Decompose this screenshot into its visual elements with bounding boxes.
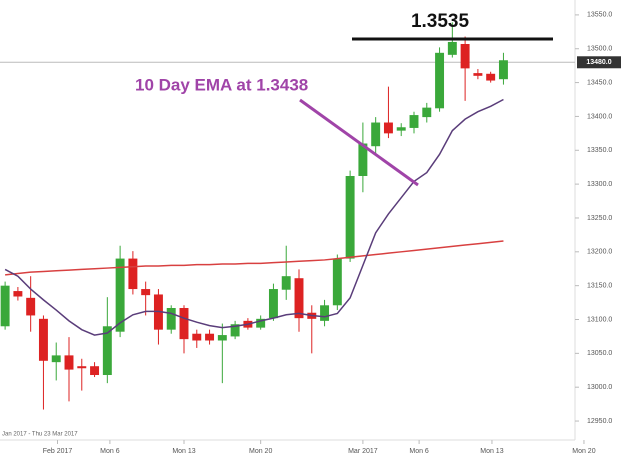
y-tick-label: 13300.0: [587, 181, 612, 188]
candle-body: [115, 258, 125, 332]
y-tick-label: 13500.0: [587, 46, 612, 53]
y-tick-label: 13450.0: [587, 79, 612, 86]
y-tick-label: 13150.0: [587, 283, 612, 290]
candle-body: [217, 335, 227, 341]
candle-body: [460, 44, 470, 69]
x-tick-label: Mon 6: [100, 448, 120, 455]
x-tick-label: Feb 2017: [43, 448, 73, 455]
candle-body: [38, 318, 48, 361]
y-tick-label: 12950.0: [587, 418, 612, 425]
y-tick-label: 13400.0: [587, 113, 612, 120]
y-tick-label: 13350.0: [587, 147, 612, 154]
candle-body: [13, 291, 23, 297]
ema-annotation: 10 Day EMA at 1.3438: [135, 75, 308, 94]
candle-body: [486, 73, 496, 81]
candle-body: [192, 333, 202, 341]
candle-body: [141, 289, 151, 296]
candle-body: [422, 107, 432, 118]
candle-body: [358, 143, 368, 176]
x-tick-label: Mar 2017: [348, 448, 378, 455]
candle-body: [102, 326, 112, 376]
candle-body: [90, 366, 100, 376]
high-annotation: 1.3535: [411, 11, 470, 32]
candle-body: [166, 308, 176, 330]
y-tick-label: 13200.0: [587, 249, 612, 256]
candle-body: [383, 122, 393, 134]
candle-body: [26, 297, 36, 316]
y-tick-label: 13050.0: [587, 350, 612, 357]
candle-body: [447, 41, 457, 55]
candle-body: [268, 289, 278, 319]
ema-pointer: [299, 98, 419, 187]
y-tick-label: 13550.0: [587, 12, 612, 19]
last-price-tag: [577, 56, 621, 69]
candle-body: [230, 324, 240, 337]
candle-body: [294, 278, 304, 319]
x-tick-label: Mon 20: [249, 448, 272, 455]
ma-line: [5, 240, 504, 276]
candle-body: [205, 333, 215, 341]
candle-body: [64, 355, 74, 370]
candle-body: [128, 258, 138, 290]
candle-body: [51, 355, 61, 363]
x-tick-label: Mon 20: [572, 448, 595, 455]
candle-body: [281, 276, 291, 290]
last-price-label: 13480.0: [586, 59, 611, 66]
x-tick-label: Mon 13: [480, 448, 503, 455]
candle-body: [332, 258, 342, 306]
candle-body: [409, 115, 419, 128]
candle-body: [0, 285, 10, 327]
y-tick-label: 13000.0: [587, 384, 612, 391]
candle-body: [473, 73, 483, 76]
x-tick-label: Mon 6: [409, 448, 429, 455]
x-tick-label: Mon 13: [172, 448, 195, 455]
candle-body: [320, 305, 330, 321]
ma-line: [4, 98, 504, 336]
candle-body: [371, 122, 381, 147]
candle-body: [179, 308, 189, 340]
y-tick-label: 13250.0: [587, 215, 612, 222]
y-tick-label: 13100.0: [587, 316, 612, 323]
candle-body: [256, 318, 266, 328]
plot-area: 12950.0 13000.0 13050.0 13100.0 13150.0 13200…: [0, 12, 621, 455]
candle-body: [77, 366, 87, 369]
candle-body: [498, 60, 508, 80]
range-label: Jan 2017 - Thu 23 Mar 2017: [2, 432, 78, 438]
candle-body: [435, 52, 445, 109]
candle-body: [396, 127, 406, 131]
candle-body: [345, 176, 355, 259]
